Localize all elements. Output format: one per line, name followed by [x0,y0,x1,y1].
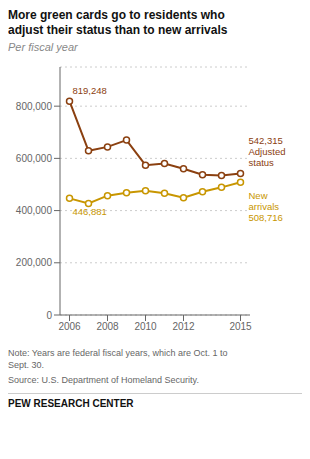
svg-text:2015: 2015 [229,321,252,332]
html-text:PEW RESEARCH CENTER: PEW RESEARCH CENTER [8,398,134,409]
html-text:More green cards go to residen: More green cards go to residents who [8,8,225,22]
svg-text:819,248: 819,248 [73,85,107,96]
svg-text:2006: 2006 [58,321,81,332]
svg-text:600,000: 600,000 [16,153,53,164]
svg-text:542,315Adjustedstatus: 542,315Adjustedstatus [249,135,286,168]
html-text:Note: Years are federal fiscal: Note: Years are federal fiscal years, wh… [8,348,228,370]
html-text:adjust their status than to ne: adjust their status than to new arrivals [8,23,228,37]
svg-text:400,000: 400,000 [16,205,53,216]
html-text:Source: U.S. Department of Hom: Source: U.S. Department of Homeland Secu… [8,375,199,385]
svg-text:2010: 2010 [134,321,157,332]
svg-text:0: 0 [46,310,52,321]
svg-text:Newarrivals508,716: Newarrivals508,716 [249,190,283,223]
svg-text:800,000: 800,000 [16,101,53,112]
svg-text:200,000: 200,000 [16,257,53,268]
svg-text:2012: 2012 [172,321,195,332]
html-text:Per fiscal year: Per fiscal year [8,41,78,53]
svg-text:2008: 2008 [96,321,119,332]
svg-text:446,881: 446,881 [73,206,107,217]
